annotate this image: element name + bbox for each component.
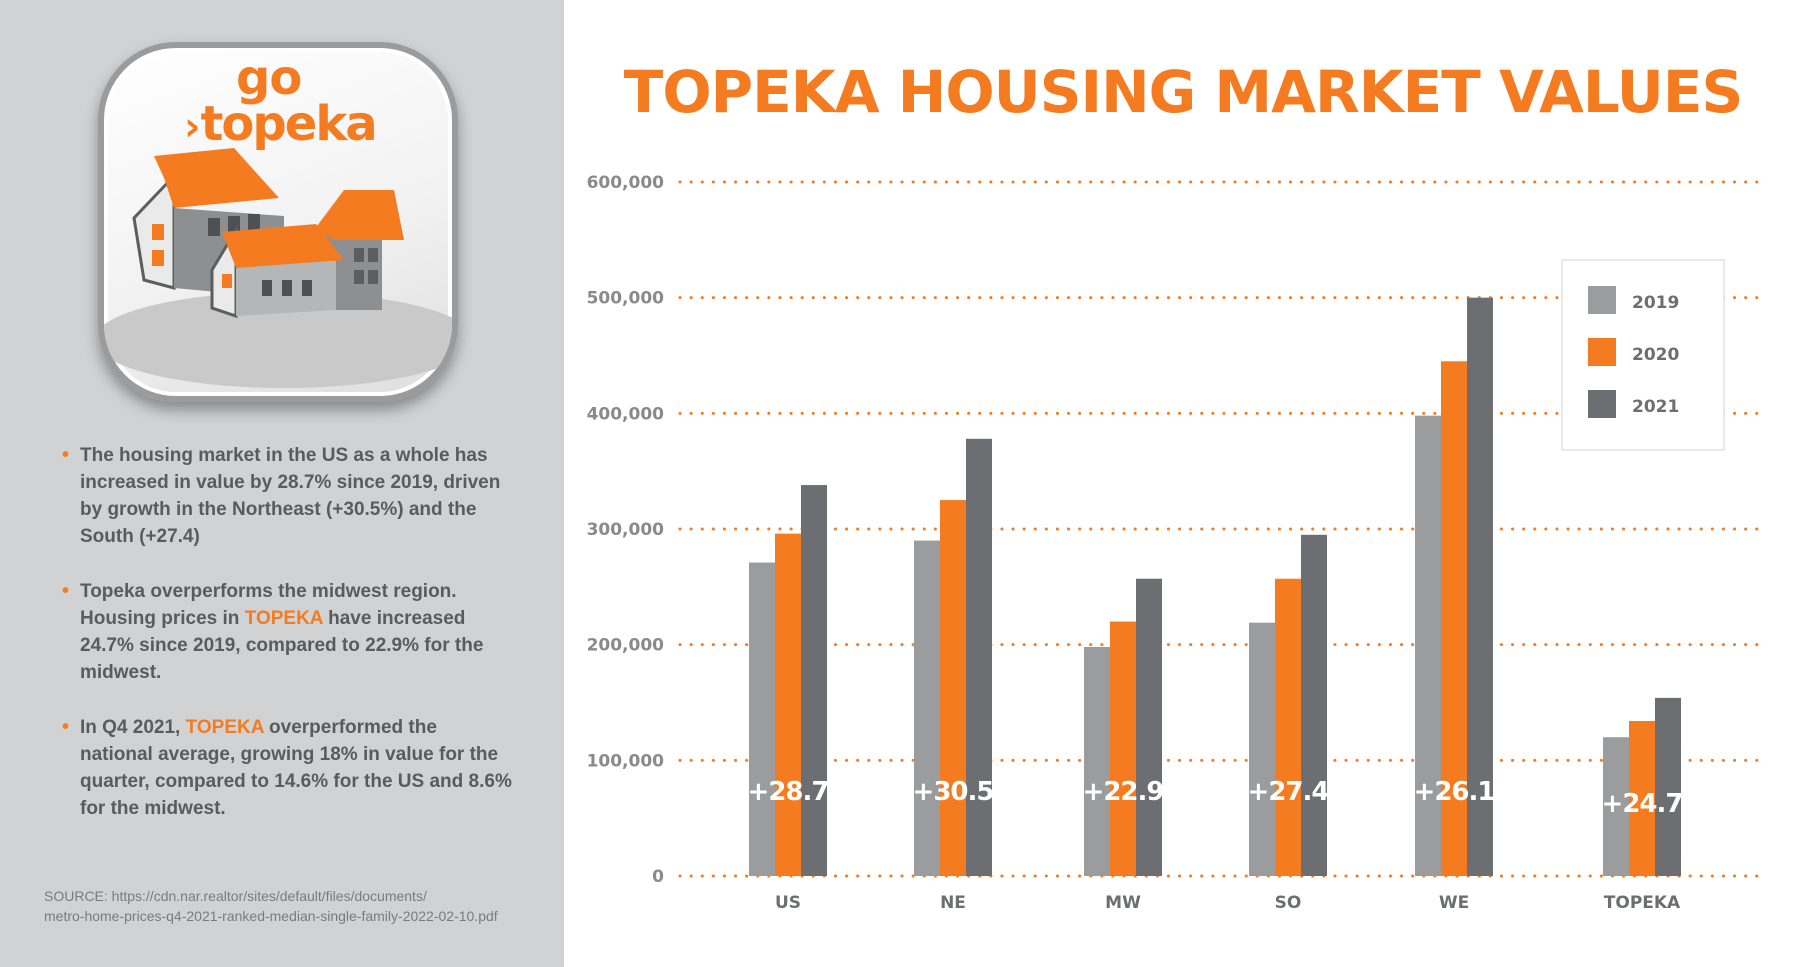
logo-go-text: go	[236, 50, 302, 106]
source-citation: SOURCE: https://cdn.nar.realtor/sites/de…	[44, 886, 554, 926]
bar-2020-so	[1275, 578, 1301, 876]
bullet-list: • The housing market in the US as a whol…	[62, 442, 512, 850]
data-label: +27.4	[1248, 777, 1329, 807]
legend-label: 2021	[1632, 397, 1679, 417]
bullet-dot: •	[62, 716, 70, 738]
source-line-2: metro-home-prices-q4-2021-ranked-median-…	[44, 908, 498, 924]
bar-2019-we	[1415, 415, 1441, 876]
data-label: +28.7	[748, 777, 829, 807]
highlight-topeka: TOPEKA	[244, 608, 323, 629]
y-tick-label: 0	[652, 867, 664, 887]
logo-brand-word: topeka	[200, 96, 377, 152]
bullet-item-3: • In Q4 2021, TOPEKA overperformed the n…	[62, 714, 512, 822]
go-topeka-logo: go ›topeka	[98, 42, 458, 402]
x-tick-label: US	[775, 893, 801, 913]
legend-swatch-2021	[1588, 390, 1616, 418]
legend-swatch-2020	[1588, 338, 1616, 366]
bullet-item-1: • The housing market in the US as a whol…	[62, 442, 512, 550]
data-label: +26.1	[1414, 777, 1495, 807]
bar-2021-we	[1467, 297, 1493, 877]
bar-2019-topeka	[1603, 737, 1629, 876]
bar-2020-we	[1441, 361, 1467, 876]
bar-2019-so	[1249, 622, 1275, 876]
data-label: +24.7	[1602, 789, 1683, 819]
legend-label: 2019	[1632, 293, 1679, 313]
source-line-1: SOURCE: https://cdn.nar.realtor/sites/de…	[44, 888, 427, 904]
bar-2021-ne	[966, 438, 992, 876]
bar-2019-ne	[914, 540, 940, 876]
bullet-item-2: • Topeka overperforms the midwest region…	[62, 578, 512, 686]
bullet-text: Topeka overperforms the midwest region. …	[80, 581, 457, 629]
y-tick-label: 200,000	[587, 636, 665, 656]
x-tick-label: NE	[940, 893, 966, 913]
chart-title: TOPEKA HOUSING MARKET VALUES	[623, 58, 1743, 126]
logo-chevron: ›	[184, 104, 201, 150]
bar-2019-mw	[1084, 646, 1110, 876]
bar-2020-us	[775, 533, 801, 876]
x-tick-label: SO	[1275, 893, 1302, 913]
bullet-dot: •	[62, 444, 70, 466]
bullet-text: In Q4 2021,	[80, 717, 186, 738]
bullet-text: overperformed the national average, grow…	[80, 717, 512, 819]
bar-2021-us	[801, 485, 827, 876]
legend-label: 2020	[1632, 345, 1679, 365]
bar-2021-topeka	[1655, 697, 1681, 876]
y-tick-label: 100,000	[587, 751, 665, 771]
y-tick-label: 400,000	[587, 404, 665, 424]
x-tick-label: WE	[1439, 893, 1469, 913]
bullet-text: The housing market in the US as a whole …	[80, 445, 501, 547]
legend-swatch-2019	[1588, 286, 1616, 314]
bar-2021-mw	[1136, 578, 1162, 876]
bar-2020-mw	[1110, 621, 1136, 876]
y-tick-label: 300,000	[587, 520, 665, 540]
bar-2019-us	[749, 562, 775, 876]
bullet-dot: •	[62, 580, 70, 602]
y-tick-label: 600,000	[587, 173, 665, 193]
data-label: +22.9	[1083, 777, 1164, 807]
bar-2021-so	[1301, 534, 1327, 876]
y-tick-label: 500,000	[587, 289, 665, 309]
bullet-text: have increased 24.7% since 2019, compare…	[80, 608, 484, 683]
bar-2020-ne	[940, 500, 966, 876]
x-tick-label: TOPEKA	[1604, 893, 1681, 913]
bar-2020-topeka	[1629, 721, 1655, 876]
houses-illustration-icon	[104, 148, 452, 388]
highlight-topeka: TOPEKA	[185, 717, 264, 738]
logo-brand-text: ›topeka	[184, 100, 378, 150]
data-label: +30.5	[913, 777, 994, 807]
sidebar-panel: go ›topeka • The housing market in the U…	[0, 0, 564, 967]
x-tick-label: MW	[1105, 893, 1141, 913]
